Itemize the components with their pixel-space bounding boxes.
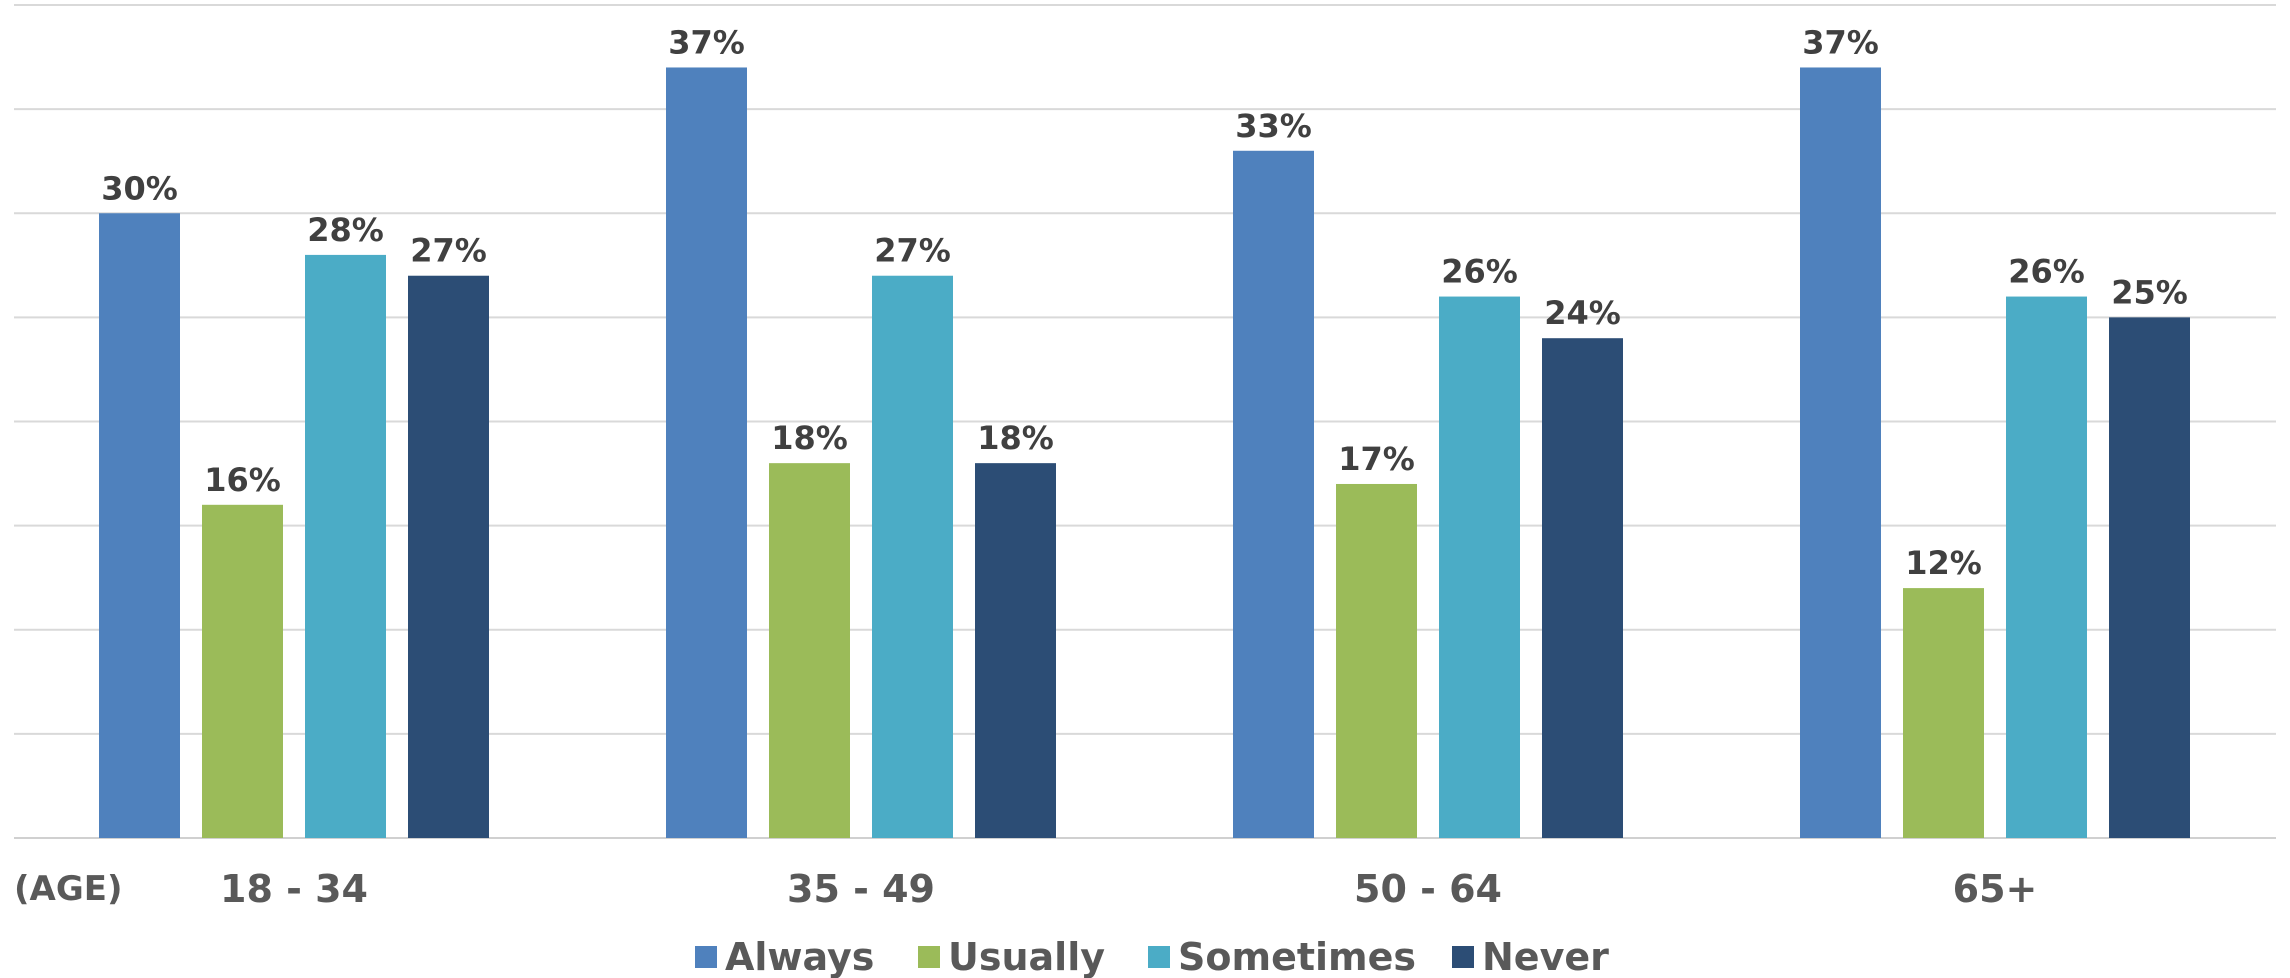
bar-never-1 xyxy=(408,275,489,839)
data-label: 30% xyxy=(101,169,178,207)
legend-label-usually: Usually xyxy=(948,935,1105,978)
x-axis-title: (AGE) xyxy=(14,869,123,909)
legend-label-sometimes: Sometimes xyxy=(1178,935,1416,978)
data-label: 12% xyxy=(1905,544,1982,582)
bar-always-4 xyxy=(1800,67,1881,839)
legend-label-always: Always xyxy=(725,935,874,978)
bar-sometimes-3 xyxy=(1439,296,1520,838)
bar-sometimes-4 xyxy=(2006,296,2087,838)
data-label: 24% xyxy=(1544,294,1621,332)
bar-usually-2 xyxy=(769,463,850,838)
legend-label-never: Never xyxy=(1482,935,1609,978)
data-label: 18% xyxy=(977,419,1054,457)
data-label: 26% xyxy=(2008,253,2085,291)
bar-never-3 xyxy=(1542,338,1623,838)
category-labels: 18 - 34 35 - 49 50 - 64 65+ xyxy=(220,867,2037,911)
data-label: 33% xyxy=(1235,107,1312,145)
bar-never-2 xyxy=(975,463,1056,838)
bar-sometimes-2 xyxy=(872,275,953,839)
gridlines xyxy=(14,4,2276,839)
bar-always-3 xyxy=(1233,150,1314,838)
bar-usually-4 xyxy=(1903,588,1984,838)
legend-swatch-never xyxy=(1452,946,1474,968)
data-label: 18% xyxy=(771,419,848,457)
data-label: 27% xyxy=(410,232,487,270)
data-label: 37% xyxy=(668,23,745,61)
data-label: 27% xyxy=(874,232,951,270)
data-label: 28% xyxy=(307,211,384,249)
data-label: 25% xyxy=(2111,273,2188,311)
bars xyxy=(99,67,2190,839)
data-label: 16% xyxy=(204,461,281,499)
category-label: 65+ xyxy=(1953,867,2038,911)
legend-swatch-usually xyxy=(918,946,940,968)
data-label: 26% xyxy=(1441,253,1518,291)
data-labels: 30% 16% 28% 27% 37% 18% 27% 18% 33% 17% 26% 24% 37% 1… xyxy=(101,23,2188,582)
category-label: 50 - 64 xyxy=(1354,867,1502,911)
category-label: 18 - 34 xyxy=(220,867,368,911)
bar-usually-3 xyxy=(1336,483,1417,838)
legend: Always Usually Sometimes Never xyxy=(695,935,1609,978)
legend-swatch-always xyxy=(695,946,717,968)
bar-sometimes-1 xyxy=(305,254,386,838)
bar-never-4 xyxy=(2109,317,2190,838)
data-label: 37% xyxy=(1802,23,1879,61)
legend-swatch-sometimes xyxy=(1148,946,1170,968)
bar-usually-1 xyxy=(202,504,283,838)
data-label: 17% xyxy=(1338,440,1415,478)
category-label: 35 - 49 xyxy=(787,867,935,911)
bar-always-2 xyxy=(666,67,747,839)
bar-always-1 xyxy=(99,213,180,838)
